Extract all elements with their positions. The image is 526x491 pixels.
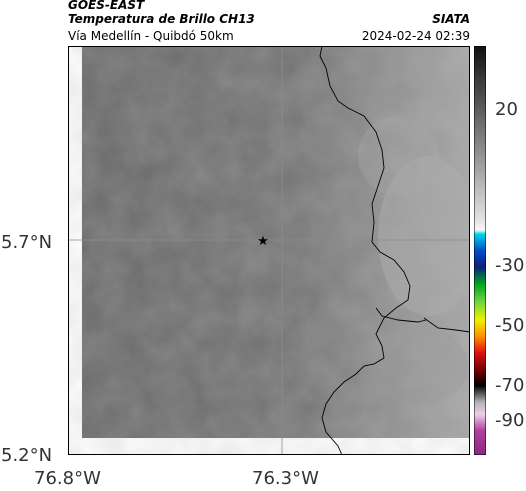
route-subtitle: Vía Medellín - Quibdó 50km — [68, 29, 234, 43]
cbar-tick-m30: -30 — [495, 255, 525, 276]
star-icon: ★ — [257, 234, 269, 249]
lon-label-76-8: 76.8°W — [34, 468, 101, 489]
datetime-label: 2024-02-24 02:39 — [361, 29, 470, 43]
lat-label-5-2: 5.2°N — [1, 445, 53, 466]
lat-label-5-7: 5.7°N — [1, 232, 53, 253]
colorbar — [474, 46, 486, 455]
satellite-map: ★ — [68, 46, 470, 455]
cbar-tick-m90: -90 — [495, 410, 525, 431]
cbar-tick-m70: -70 — [495, 375, 525, 396]
cbar-tick-m50: -50 — [495, 315, 525, 336]
department-border-2 — [375, 307, 427, 323]
lon-label-76-3: 76.3°W — [252, 468, 319, 489]
agency-label: SIATA — [432, 12, 470, 26]
cbar-tick-20: 20 — [495, 99, 518, 120]
department-border — [319, 46, 411, 455]
product-title: Temperatura de Brillo CH13 — [68, 12, 255, 26]
satellite-title: GOES-EAST — [68, 0, 145, 12]
department-border-3 — [423, 317, 470, 333]
